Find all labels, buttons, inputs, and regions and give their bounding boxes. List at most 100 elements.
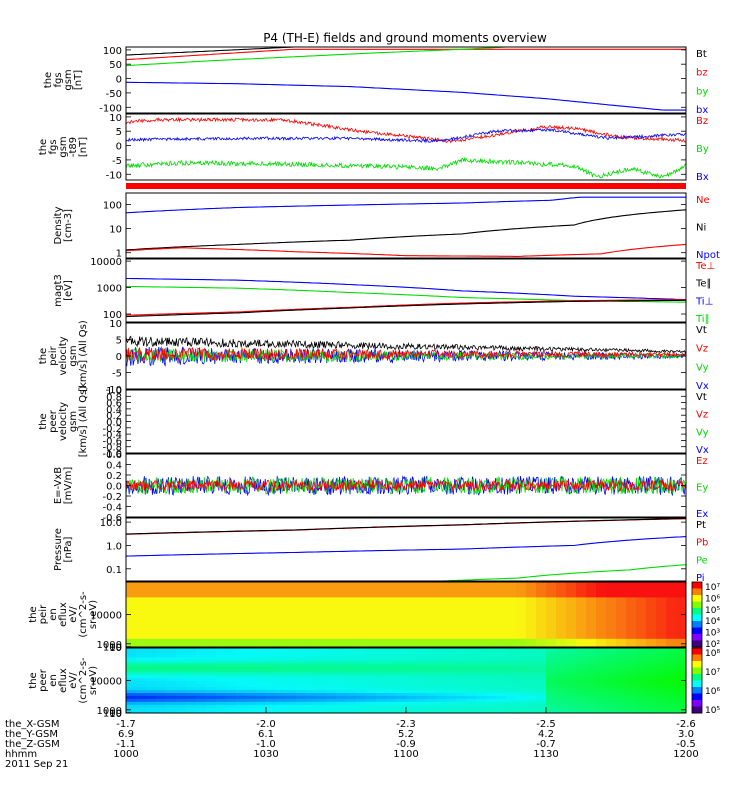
y-tick-label: 1	[116, 249, 122, 260]
legend-pressure: Pe	[696, 555, 708, 566]
y-axis-label: eflux	[58, 602, 69, 627]
legend-pressure: Pb	[696, 538, 708, 549]
y-tick-label: -0.6	[102, 513, 122, 524]
legend-peer_vel: Vz	[696, 410, 708, 421]
y-tick-label: 10	[109, 319, 122, 330]
y-tick-label: -0.4	[102, 503, 122, 514]
x-tick-label: -2.0	[256, 719, 276, 730]
panel-frame	[125, 192, 687, 259]
y-tick-label: 100	[103, 46, 122, 57]
series-group-pressure	[126, 518, 686, 581]
series-Ti∥	[126, 285, 686, 303]
series-Bx	[126, 127, 686, 144]
x-tick-label: 1000	[113, 749, 138, 760]
date-label: 2011 Sep 21	[5, 759, 68, 770]
x-tick-label: 3.0	[678, 729, 694, 740]
x-tick-label: 1100	[393, 749, 418, 760]
series-Bt	[126, 47, 686, 56]
x-tick-label: 6.1	[258, 729, 274, 740]
legend-fgs_gse: Bz	[696, 116, 708, 127]
legend-fgs_gsm: Bt	[696, 49, 707, 60]
y-tick-label: 0.2	[106, 471, 122, 482]
x-row-label: the_X-GSM	[5, 719, 59, 730]
y-axis-label: gsm	[68, 411, 79, 432]
legend-density: Ne	[696, 195, 710, 206]
y-axis-label: peir	[48, 345, 59, 365]
colorbar-label: 10⁸	[705, 649, 720, 659]
x-tick-label: 4.2	[538, 729, 554, 740]
y-tick-label: 0.8	[106, 392, 122, 403]
x-tick-label: 5.2	[398, 729, 414, 740]
y-tick-label: 100	[103, 709, 122, 720]
y-axis-label: (cm^2-s-	[78, 591, 89, 638]
x-tick-label: -2.6	[676, 719, 696, 730]
y-tick-label: 50	[109, 60, 122, 71]
x-tick-label: -0.9	[396, 739, 416, 750]
y-tick-label: 10	[109, 113, 122, 124]
series-Te⊥	[126, 299, 686, 316]
legend-fgs_gsm: bx	[696, 105, 708, 116]
y-axis-label: peer	[38, 668, 49, 692]
y-axis-label: eV/	[68, 606, 79, 623]
y-axis-label: gsm	[58, 136, 69, 157]
colorbar-label: 10⁷	[705, 668, 720, 678]
panel-density: Ne Ni Npot 100 10 1 Density [cm-3]	[53, 192, 720, 261]
y-tick-label: 1000	[97, 706, 122, 717]
y-axis-label: [mV/m]	[63, 467, 74, 505]
x-tick-label: 1200	[673, 749, 698, 760]
legend-efield: Ex	[696, 509, 708, 520]
y-axis-label: [km/s] (All Qs)	[78, 320, 89, 392]
panel-efield: Ez Ey Ex 0.60.40.20.0-0.2-0.4-0.6 E=-VxB [mV/…	[53, 450, 708, 524]
y-tick-label: 1.0	[106, 386, 122, 397]
colorbar-label: 10⁷	[705, 583, 720, 593]
y-tick-label: 0.1	[106, 565, 122, 576]
y-axis-label: (cm^2-s-	[78, 657, 89, 704]
panel-peir_vel: Vt Vz Vy Vx 10 5 0 -5 -10 the peir velocity gsm [km/s…	[38, 319, 709, 396]
legend-pressure: Pt	[696, 520, 706, 531]
panel-frame	[125, 258, 687, 323]
series-group-peir_vel	[126, 335, 686, 367]
series-Ti⊥	[126, 277, 686, 301]
series-Vz	[126, 346, 686, 362]
panel-fgs_gsm: Bt bz by bx 100 50 0 -50 -100 the fgs gsm [nT]	[43, 46, 708, 116]
y-tick-label: 0.6	[106, 450, 122, 461]
series-group-efield	[126, 475, 686, 497]
y-axis-label: [km/s] (All Qs)	[78, 386, 89, 458]
colorbar-peer_spec: 10⁸ 10⁷ 10⁶ 10⁵	[691, 647, 720, 716]
series-Ne	[126, 243, 686, 257]
x-tick-label: -0.5	[676, 739, 696, 750]
y-tick-label: -0.8	[102, 443, 122, 454]
y-tick-label: 100	[103, 643, 122, 654]
legend-density: Ni	[696, 223, 706, 234]
y-tick-label: -5	[112, 156, 122, 167]
y-tick-label: 0	[116, 75, 122, 86]
x-row-label: hhmm	[5, 749, 37, 760]
spectrogram-peir_spec	[126, 582, 686, 647]
series-Ni	[126, 209, 686, 251]
y-tick-label: -50	[106, 89, 122, 100]
series-group-magt3	[126, 277, 686, 318]
y-axis-label: [nPa]	[63, 536, 74, 562]
x-tick-label: 1130	[533, 749, 558, 760]
legend-peir_vel: Vy	[696, 362, 709, 373]
legend-peer_vel: Vt	[696, 392, 707, 403]
y-tick-label: 10.0	[100, 518, 122, 529]
y-axis-label: Density	[53, 206, 64, 244]
legend-peir_vel: Vz	[696, 344, 708, 355]
y-axis-label: peir	[38, 604, 49, 624]
series-Ey	[126, 475, 686, 495]
series-Pt	[126, 518, 686, 535]
colorbar-label: 10⁴	[705, 617, 720, 627]
series-by	[126, 47, 686, 67]
y-axis-label: [nT]	[73, 70, 84, 90]
y-axis-label: sr-eV)	[88, 666, 99, 695]
y-axis-label: the	[38, 348, 49, 364]
legend-fgs_gsm: by	[696, 86, 708, 97]
y-tick-label: -100	[99, 103, 122, 114]
y-tick-label: 1000	[97, 284, 122, 295]
y-tick-label: -10	[106, 170, 122, 181]
panel-frame	[125, 113, 687, 181]
x-tick-label: -1.1	[116, 739, 136, 750]
